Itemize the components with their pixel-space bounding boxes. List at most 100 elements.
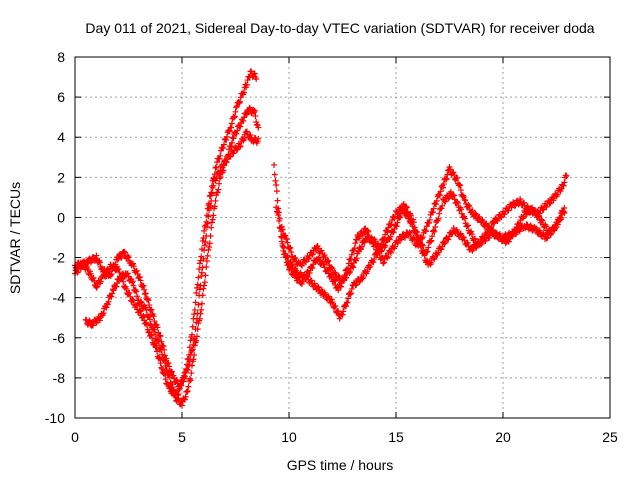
data-point (340, 277, 347, 284)
data-point (358, 243, 365, 250)
data-point (372, 242, 379, 249)
data-point (439, 243, 446, 250)
data-point (464, 239, 471, 246)
data-point (183, 366, 190, 373)
data-point (450, 192, 457, 199)
data-point (322, 291, 329, 298)
data-point (216, 180, 223, 187)
data-point (457, 230, 464, 237)
data-point (130, 263, 137, 270)
x-tick-label: 5 (178, 429, 186, 445)
data-point (543, 203, 550, 210)
data-point (227, 153, 234, 160)
y-tick-label: 0 (57, 209, 65, 225)
data-point (527, 222, 534, 229)
data-point (562, 172, 569, 179)
data-point (176, 386, 183, 393)
data-point (179, 402, 185, 409)
data-point (332, 270, 339, 277)
data-point (126, 290, 133, 297)
data-point (141, 291, 148, 298)
data-point (551, 226, 558, 233)
data-point (255, 124, 262, 131)
data-point (328, 264, 335, 271)
data-point (271, 161, 278, 168)
data-point (74, 269, 81, 276)
data-point (287, 245, 294, 252)
data-point (102, 271, 109, 278)
data-point (422, 228, 429, 235)
data-point (178, 382, 185, 389)
data-point (191, 306, 198, 313)
data-point (306, 270, 313, 277)
data-point (156, 354, 163, 361)
data-point (146, 313, 153, 320)
data-point (189, 346, 196, 353)
data-point (273, 208, 280, 215)
data-point (226, 128, 233, 135)
data-point (273, 204, 280, 211)
data-point (276, 217, 283, 224)
data-point (137, 298, 144, 305)
data-point (221, 141, 228, 148)
data-point (207, 202, 214, 209)
data-point (272, 177, 279, 184)
data-point (436, 210, 443, 217)
data-point (387, 222, 394, 229)
y-tick-label: -10 (45, 410, 65, 426)
data-point (183, 388, 190, 395)
data-point (423, 223, 430, 230)
data-point (251, 107, 258, 114)
data-point (174, 392, 181, 399)
data-point (332, 302, 339, 309)
data-point (93, 319, 100, 326)
data-point (501, 211, 508, 218)
data-point (447, 166, 454, 173)
data-point (350, 264, 357, 271)
data-point (505, 238, 512, 245)
data-point (329, 298, 336, 305)
data-point (138, 299, 145, 306)
data-point (322, 254, 329, 261)
data-point (468, 231, 475, 238)
data-point (311, 280, 318, 287)
data-point (228, 139, 235, 146)
data-point (162, 376, 169, 383)
data-point (148, 331, 155, 338)
data-point (395, 209, 402, 216)
data-point (169, 368, 176, 375)
data-point (384, 253, 391, 260)
data-point (473, 211, 480, 218)
data-point (230, 135, 237, 142)
data-point (214, 189, 221, 196)
data-point (515, 222, 522, 229)
data-point (129, 296, 136, 303)
data-point (129, 278, 136, 285)
data-point (199, 237, 206, 244)
data-point (134, 270, 141, 277)
data-point (454, 174, 461, 181)
data-point (275, 212, 282, 219)
data-point (547, 199, 554, 206)
data-point (340, 308, 347, 315)
data-point (223, 159, 230, 166)
data-point (429, 209, 436, 216)
data-point (208, 224, 215, 231)
data-point (89, 322, 96, 329)
x-tick-label: 0 (71, 429, 79, 445)
data-point (144, 322, 151, 329)
y-tick-label: 6 (57, 89, 65, 105)
data-point (508, 204, 515, 211)
data-point (284, 239, 291, 246)
data-point (209, 216, 216, 223)
data-point (419, 234, 426, 241)
data-point (232, 108, 239, 115)
data-point (159, 365, 166, 372)
data-point (304, 273, 311, 280)
data-point (158, 364, 165, 371)
data-point (216, 170, 223, 177)
data-point (152, 331, 159, 338)
data-point (410, 216, 417, 223)
data-point (158, 346, 165, 353)
data-point (155, 337, 162, 344)
